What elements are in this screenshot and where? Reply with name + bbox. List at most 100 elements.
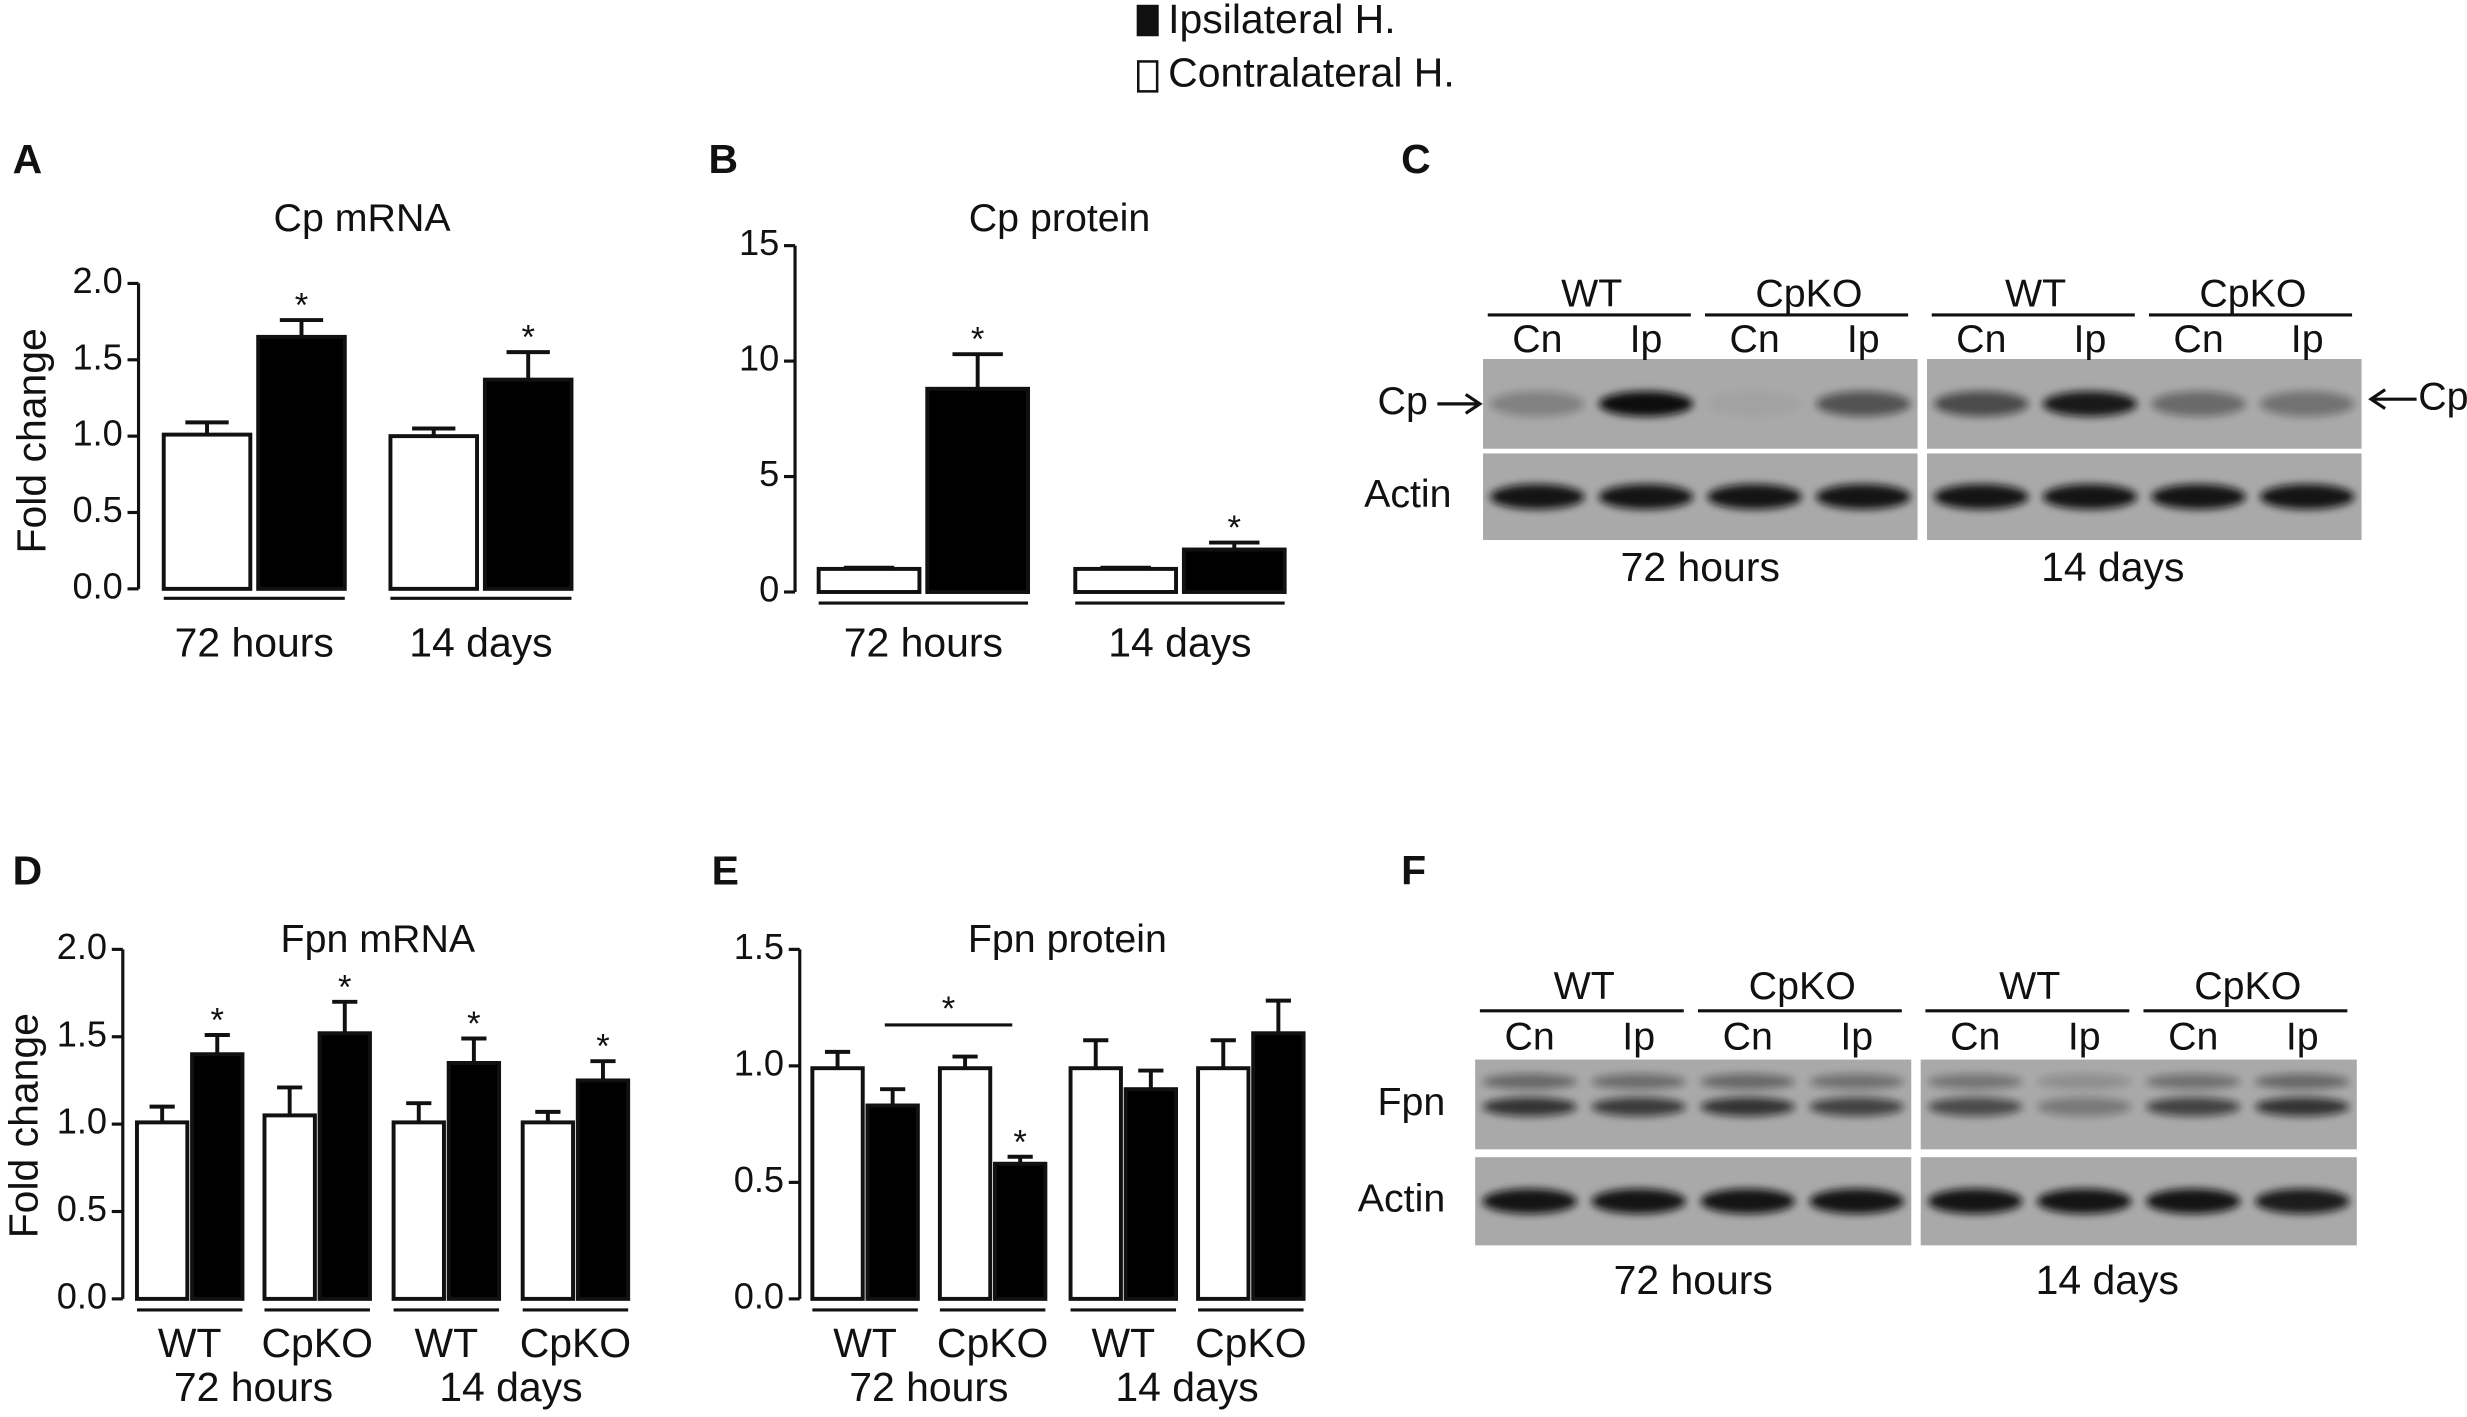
error-bar: [1100, 565, 1151, 570]
y-tick-label: 0.0: [734, 1275, 784, 1316]
bar: [937, 1066, 993, 1301]
bar: [925, 386, 1031, 594]
x-tick-label: WT: [415, 1320, 479, 1366]
significance-star: *: [467, 1005, 480, 1043]
y-tick-label: 1.0: [57, 1101, 107, 1142]
significance-star: *: [295, 287, 308, 325]
blot-band: [2037, 1097, 2132, 1117]
blot-band: [1700, 1097, 1795, 1117]
lane-label: Ip: [1630, 317, 1663, 361]
blot-band: [2037, 1073, 2132, 1090]
blot-band: [1591, 1073, 1686, 1090]
group-label: CpKO: [2194, 964, 2301, 1008]
group-label: 72 hours: [849, 1364, 1008, 1410]
blot-band: [1700, 1073, 1795, 1090]
y-tick-label: 0.5: [57, 1188, 107, 1229]
x-tick-label: CpKO: [1195, 1320, 1306, 1366]
error-bar: [590, 1059, 616, 1081]
lane-label: Cn: [1950, 1015, 2000, 1059]
row-label: Cp: [1378, 379, 1428, 423]
bar: [993, 1161, 1048, 1301]
significance-star: *: [521, 319, 534, 357]
blot-band: [1591, 1097, 1686, 1117]
blot-band: [1598, 484, 1694, 510]
bar: [810, 1066, 865, 1301]
panel-letter: A: [13, 136, 43, 182]
bar: [317, 1031, 372, 1301]
bar: [816, 566, 922, 594]
significance-star: *: [1013, 1123, 1026, 1161]
error-bar: [1210, 1038, 1236, 1069]
lane-label: Cn: [1956, 317, 2006, 361]
chart-title: Cp protein: [969, 196, 1151, 240]
error-bar: [461, 1036, 487, 1063]
blot-band: [2146, 1073, 2241, 1090]
significance-star: *: [971, 321, 984, 359]
y-tick-label: 2.0: [57, 926, 107, 967]
group-label: WT: [2005, 271, 2066, 315]
error-bar: [952, 1054, 978, 1069]
bar: [575, 1078, 631, 1301]
chart-title: Fpn mRNA: [281, 917, 476, 961]
blot-band: [1934, 391, 2029, 417]
bar: [1181, 547, 1287, 594]
lane-label: Ip: [2074, 317, 2107, 361]
x-tick-label: CpKO: [937, 1320, 1048, 1366]
blot-band: [2259, 484, 2355, 510]
time-label: 14 days: [2036, 1257, 2179, 1303]
chart-title: Cp mRNA: [274, 196, 452, 240]
row-label: Actin: [1364, 472, 1451, 516]
lane-label: Cn: [1505, 1015, 1555, 1059]
time-label: 72 hours: [1614, 1257, 1773, 1303]
x-tick-label: CpKO: [262, 1320, 373, 1366]
blot-band: [2151, 391, 2246, 417]
x-tick-label: CpKO: [520, 1320, 631, 1366]
bar: [256, 334, 347, 591]
y-tick-label: 5: [759, 453, 779, 494]
y-tick-label: 1.5: [57, 1013, 107, 1054]
blot-band: [1707, 484, 1802, 510]
y-tick-label: 1.5: [72, 336, 122, 377]
time-label: 72 hours: [1621, 544, 1780, 590]
blot-band: [2042, 391, 2138, 417]
blot-band: [1816, 391, 1911, 417]
bar: [135, 1120, 190, 1301]
bar: [262, 1113, 317, 1301]
panel-letter: D: [13, 848, 43, 894]
error-bar: [149, 1104, 175, 1123]
bar: [865, 1103, 920, 1301]
lane-label: Ip: [1840, 1015, 1873, 1059]
error-bar: [1083, 1038, 1109, 1069]
blot-band: [2255, 1097, 2350, 1117]
blot-band: [1700, 1188, 1795, 1214]
legend-swatch: [1136, 4, 1159, 37]
blot-band: [1490, 391, 1585, 417]
bar: [161, 432, 253, 591]
group-label: WT: [1561, 271, 1622, 315]
y-tick-label: 1.0: [734, 1042, 784, 1083]
blot-band: [2151, 484, 2246, 510]
group-label: WT: [1554, 964, 1615, 1008]
error-bar: [277, 1085, 303, 1116]
error-bar: [880, 1087, 906, 1106]
lane-label: Cn: [2173, 317, 2223, 361]
y-axis-label: Fold change: [8, 328, 54, 553]
row-label: Fpn: [1377, 1080, 1445, 1124]
blot-band: [2146, 1097, 2241, 1117]
significance-star: *: [942, 990, 955, 1028]
blot-band: [1934, 484, 2029, 510]
bar: [1251, 1031, 1306, 1301]
blot-band: [1927, 1097, 2023, 1117]
blot-band: [2255, 1073, 2350, 1090]
group-label: 14 days: [1115, 1364, 1258, 1410]
bar: [482, 377, 574, 591]
blot-band: [1482, 1188, 1577, 1214]
blot-band: [2146, 1188, 2241, 1214]
blot-band: [1816, 484, 1911, 510]
y-tick-label: 1.5: [734, 926, 784, 967]
legend-label: Ipsilateral H.: [1168, 0, 1395, 42]
error-bar: [824, 1049, 851, 1069]
group-label: 72 hours: [174, 1364, 333, 1410]
